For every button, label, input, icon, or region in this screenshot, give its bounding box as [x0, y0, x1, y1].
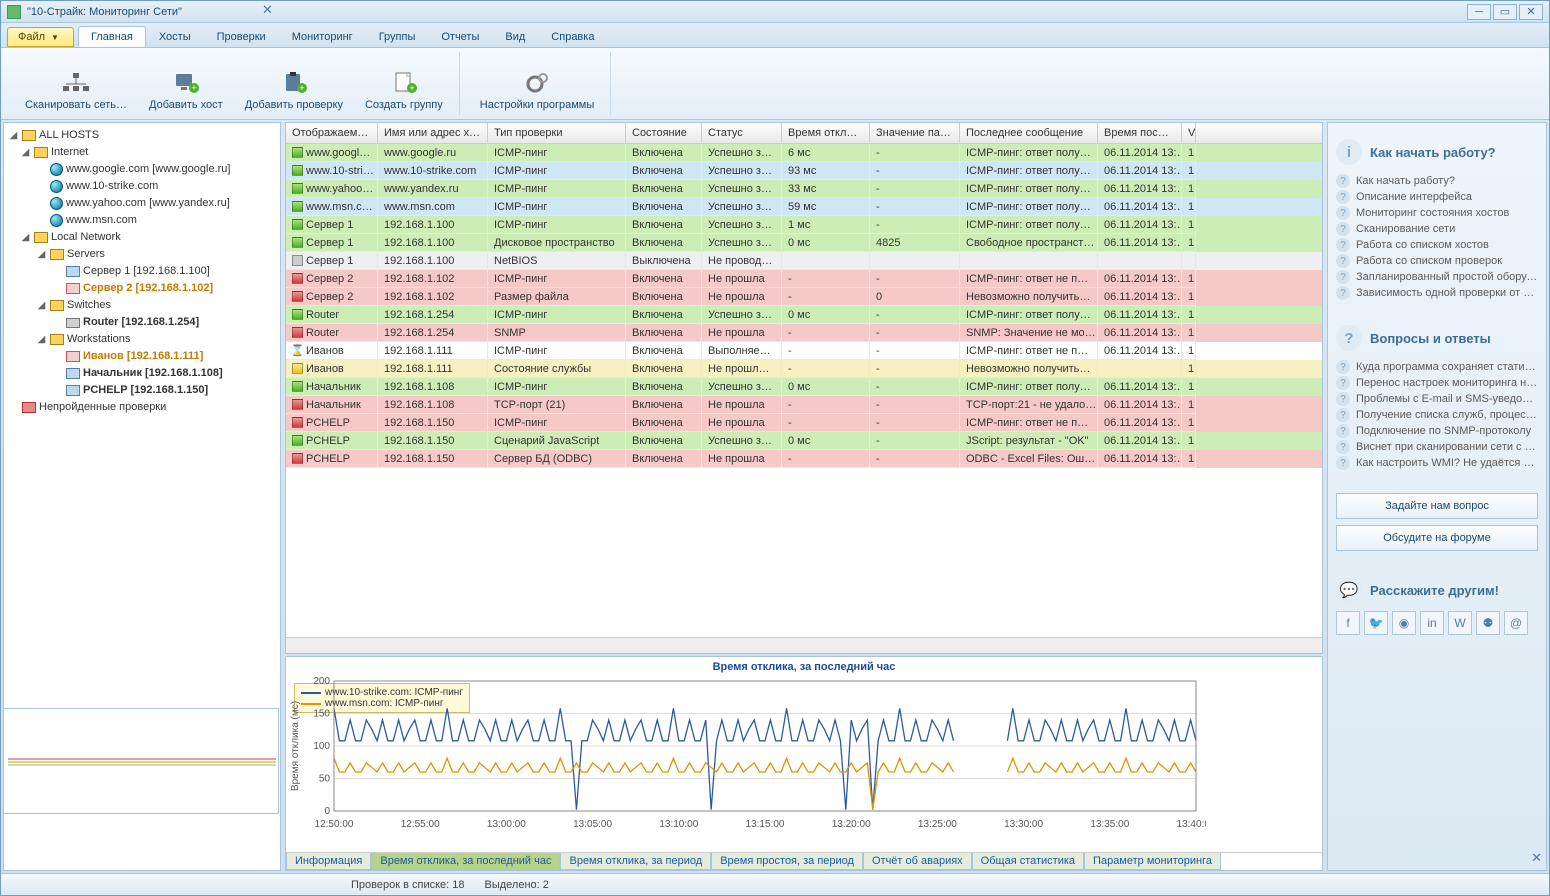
svg-text:100: 100	[313, 741, 330, 752]
svg-text:13:05:00: 13:05:00	[573, 819, 612, 830]
tree-inet-item[interactable]: ◢www.10-strike.com	[8, 178, 276, 195]
tree-srv2[interactable]: Сервер 2 [192.168.1.102]	[83, 280, 213, 297]
help-link[interactable]: ?Описание интерфейса	[1336, 189, 1538, 205]
svg-text:13:40:00: 13:40:00	[1177, 819, 1206, 830]
svg-text:13:35:00: 13:35:00	[1090, 819, 1129, 830]
help-link[interactable]: ?Перенос настроек мониторинга на д…	[1336, 375, 1538, 391]
tab-1[interactable]: Хосты	[146, 26, 204, 47]
help-link[interactable]: ?Куда программа сохраняет статисти…	[1336, 359, 1538, 375]
help-link[interactable]: ?Получение списка служб, процессов…	[1336, 407, 1538, 423]
network-icon	[60, 71, 92, 95]
help-link[interactable]: ?Подключение по SNMP-протоколу	[1336, 423, 1538, 439]
tree-all[interactable]: ALL HOSTS	[39, 127, 99, 144]
chart-tab[interactable]: Общая статистика	[972, 853, 1084, 870]
ask-question-button[interactable]: Задайте нам вопрос	[1336, 493, 1538, 519]
tree-ws-item[interactable]: ◢Иванов [192.168.1.111]	[8, 348, 276, 365]
share-icon: 💬	[1336, 577, 1362, 603]
svg-text:+: +	[191, 83, 196, 93]
svg-text:13:10:00: 13:10:00	[659, 819, 698, 830]
tree-inet-item[interactable]: ◢www.msn.com	[8, 212, 276, 229]
rss-icon[interactable]: ◉	[1392, 611, 1416, 635]
chart-tab[interactable]: Время простоя, за период	[711, 853, 863, 870]
tree-failed[interactable]: Непройденные проверки	[39, 399, 166, 416]
help-panel: iКак начать работу? ?Как начать работу??…	[1327, 122, 1547, 871]
preview-panel	[3, 708, 279, 814]
monitor-plus-icon: +	[170, 71, 202, 95]
svg-text:50: 50	[319, 774, 331, 785]
statusbar: Проверок в списке: 18 Выделено: 2	[1, 873, 1549, 895]
tree-servers[interactable]: Servers	[67, 246, 105, 263]
svg-text:13:00:00: 13:00:00	[487, 819, 526, 830]
svg-text:0: 0	[324, 806, 330, 817]
help-panel-close-icon[interactable]: ✕	[1531, 850, 1542, 866]
chart-tab[interactable]: Время отклика, за период	[560, 853, 711, 870]
at-icon[interactable]: @	[1504, 611, 1528, 635]
question-icon: ?	[1336, 325, 1362, 351]
tree-local[interactable]: Local Network	[51, 229, 121, 246]
vk-icon[interactable]: W	[1448, 611, 1472, 635]
help-link[interactable]: ?Проблемы с E-mail и SMS-уведомлен…	[1336, 391, 1538, 407]
twitter-icon[interactable]: 🐦	[1364, 611, 1388, 635]
svg-text:12:55:00: 12:55:00	[401, 819, 440, 830]
tree-ws-item[interactable]: ◢PCHELP [192.168.1.150]	[8, 382, 276, 399]
svg-text:13:25:00: 13:25:00	[918, 819, 957, 830]
svg-text:13:15:00: 13:15:00	[746, 819, 785, 830]
svg-text:13:30:00: 13:30:00	[1004, 819, 1043, 830]
ok-icon[interactable]: ⚉	[1476, 611, 1500, 635]
svg-text:200: 200	[313, 676, 330, 687]
tree-inet-item[interactable]: ◢www.google.com [www.google.ru]	[8, 161, 276, 178]
status-checks: Проверок в списке: 18	[351, 879, 465, 891]
help-link[interactable]: ?Сканирование сети	[1336, 221, 1538, 237]
chart-tab[interactable]: Время отклика, за последний час	[371, 853, 560, 870]
tree-ws-item[interactable]: ◢Начальник [192.168.1.108]	[8, 365, 276, 382]
help-link[interactable]: ?Запланированный простой оборудов…	[1336, 269, 1538, 285]
tree-internet[interactable]: Internet	[51, 144, 88, 161]
svg-text:13:20:00: 13:20:00	[832, 819, 871, 830]
chart-tabs: ✕ ИнформацияВремя отклика, за последний …	[286, 852, 1322, 870]
svg-text:12:50:00: 12:50:00	[315, 819, 354, 830]
tree-router[interactable]: Router [192.168.1.254]	[83, 314, 199, 331]
facebook-icon[interactable]: f	[1336, 611, 1360, 635]
help-link[interactable]: ?Мониторинг состояния хостов	[1336, 205, 1538, 221]
info-icon: i	[1336, 139, 1362, 165]
help-link[interactable]: ?Работа со списком проверок	[1336, 253, 1538, 269]
chart-panel: Время отклика, за последний час www.10-s…	[285, 656, 1323, 871]
help-link[interactable]: ?Как начать работу?	[1336, 173, 1538, 189]
tree-switches[interactable]: Switches	[67, 297, 111, 314]
tab-0[interactable]: Главная	[78, 26, 146, 47]
tree-srv1[interactable]: Сервер 1 [192.168.1.100]	[83, 263, 210, 280]
help-link[interactable]: ?Виснет при сканировании сети с вк…	[1336, 439, 1538, 455]
app-icon	[7, 5, 21, 19]
help-link[interactable]: ?Работа со списком хостов	[1336, 237, 1538, 253]
add-host-button[interactable]: + Добавить хост	[139, 67, 233, 115]
chart-tab[interactable]: Информация	[286, 853, 371, 870]
scan-network-button[interactable]: Сканировать сеть…	[15, 67, 137, 115]
svg-text:150: 150	[313, 709, 330, 720]
linkedin-icon[interactable]: in	[1420, 611, 1444, 635]
status-selected: Выделено: 2	[485, 879, 549, 891]
forum-button[interactable]: Обсудите на форуме	[1336, 525, 1538, 551]
tree-ws[interactable]: Workstations	[67, 331, 130, 348]
help-link[interactable]: ?Как настроить WMI? Не удаётся нас…	[1336, 455, 1538, 471]
help-link[interactable]: ?Зависимость одной проверки от дру…	[1336, 285, 1538, 301]
chart-tab[interactable]: Параметр мониторинга	[1084, 853, 1221, 870]
chart-tab[interactable]: Отчёт об авариях	[863, 853, 972, 870]
svg-text:Время отклика (мс): Время отклика (мс)	[290, 701, 301, 791]
app-window: "10-Страйк: Мониторинг Сети" ─ ▭ ✕ Файл▼…	[0, 0, 1550, 896]
file-menu[interactable]: Файл▼	[7, 27, 74, 47]
tree-inet-item[interactable]: ◢www.yahoo.com [www.yandex.ru]	[8, 195, 276, 212]
